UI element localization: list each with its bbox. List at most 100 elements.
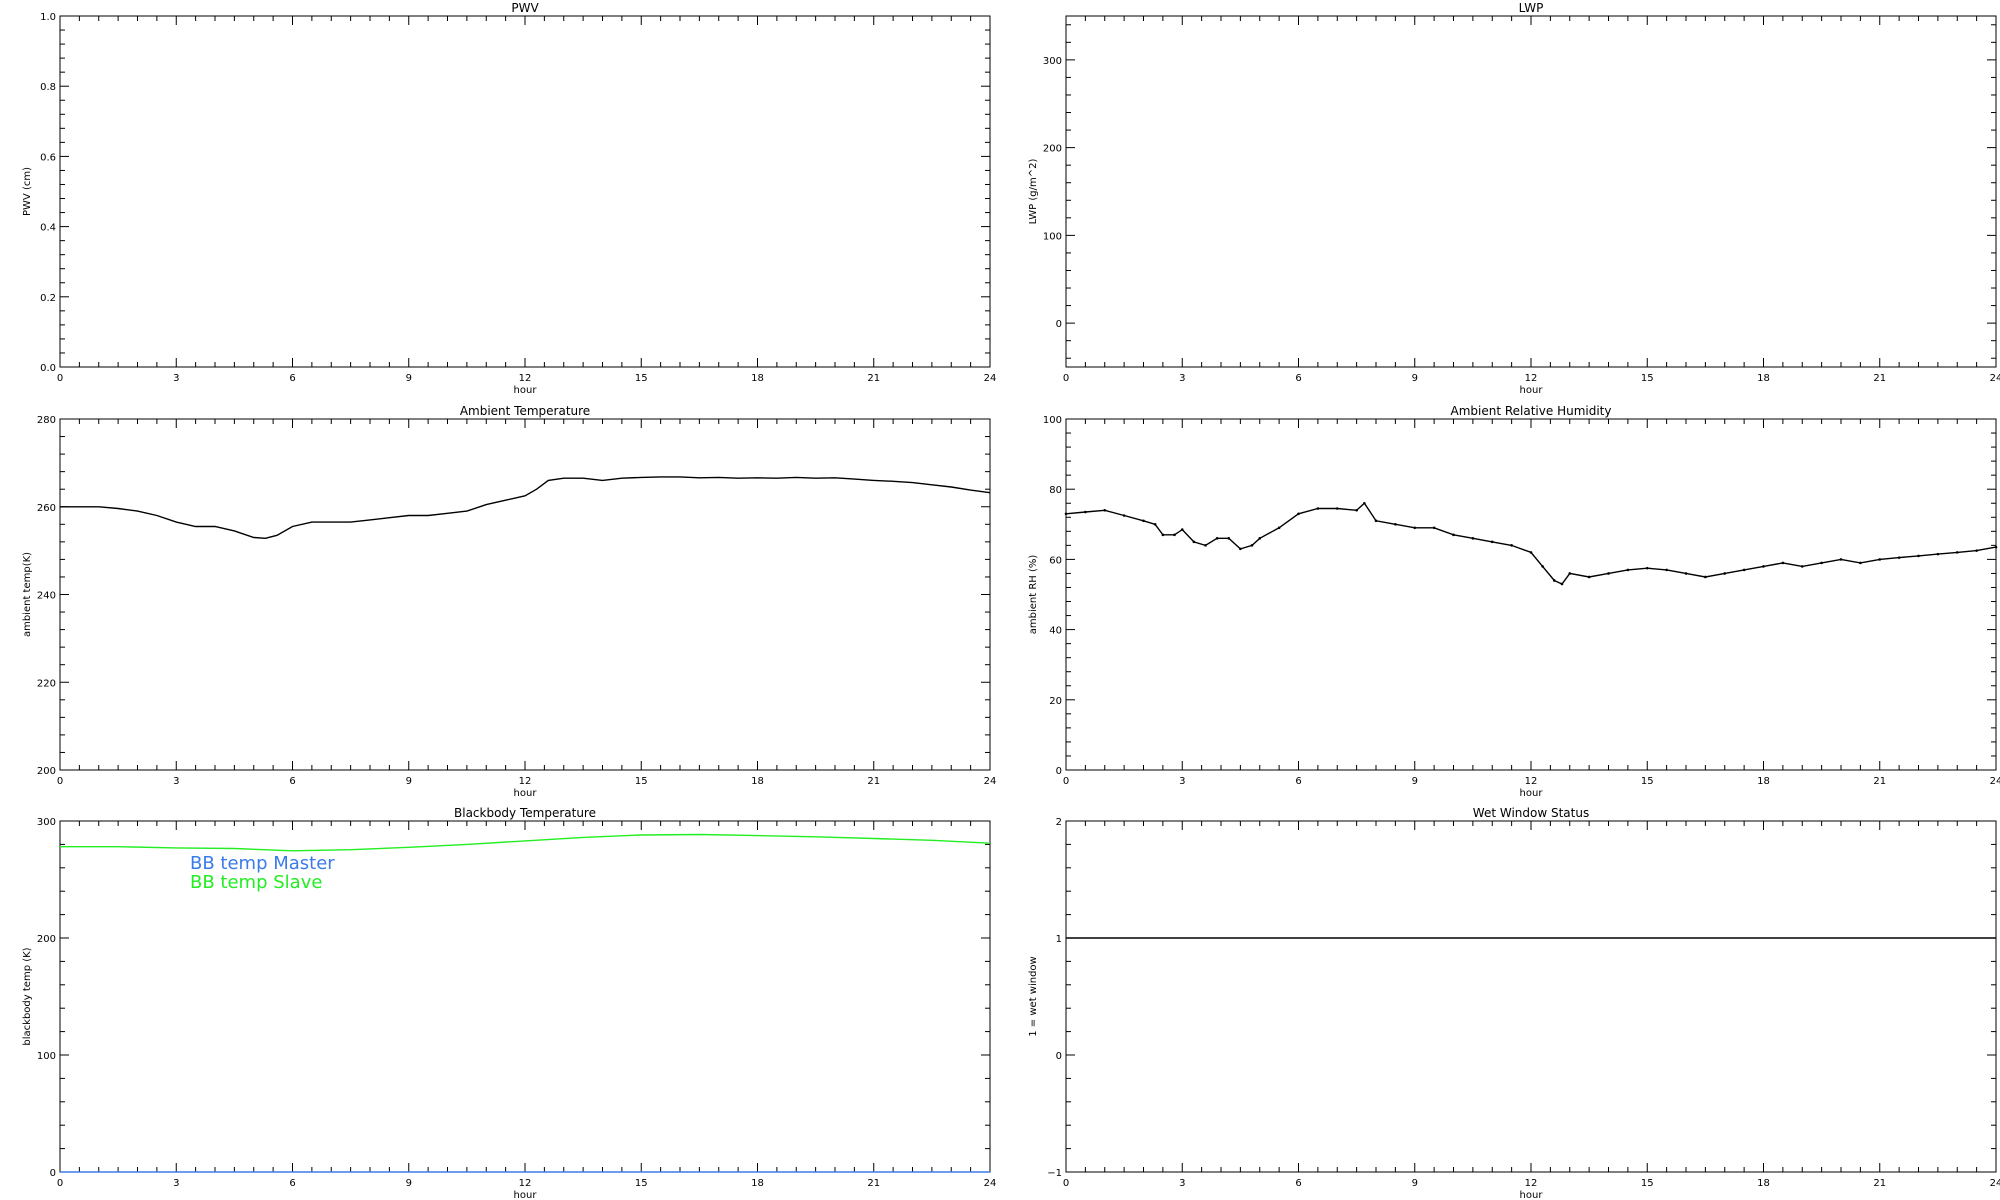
x-tick-label: 3 [173, 776, 179, 787]
data-point [1704, 575, 1707, 579]
x-tick-label: 0 [1063, 776, 1069, 787]
y-tick-label: 1.0 [40, 12, 56, 23]
panel-2: Ambient Temperature 0 3 6 9 12 15 18 21 24 hour 200… [22, 404, 996, 799]
data-point [1471, 537, 1475, 540]
x-tick-label: 6 [1295, 776, 1301, 787]
data-point [1994, 545, 1998, 549]
y-tick-label: 260 [37, 503, 56, 514]
data-point [1800, 565, 1804, 568]
data-point [1142, 519, 1145, 523]
x-tick-label: 18 [751, 1178, 764, 1189]
data-point [1762, 565, 1765, 568]
x-tick-label: 12 [1525, 373, 1538, 384]
y-axis-label: ambient RH (%) [1028, 555, 1039, 635]
y-tick-label: 0 [1056, 766, 1062, 777]
y-tick-label: 80 [1049, 485, 1062, 496]
x-tick-label: 21 [867, 776, 880, 787]
data-point [1552, 579, 1556, 582]
x-axis-label: hour [1520, 385, 1544, 396]
y-tick-label: 0.6 [40, 152, 56, 163]
data-point [1510, 544, 1513, 547]
x-tick-label: 24 [1990, 373, 2000, 384]
x-tick-label: 3 [1179, 776, 1185, 787]
panel-1: LWP 0 3 6 9 12 15 18 21 24 hour 0 100 200 300 LWP (g/m^… [1028, 1, 2000, 396]
plot-frame [59, 418, 991, 771]
data-point [1560, 582, 1564, 586]
y-tick-label: 200 [37, 766, 56, 777]
series-0-line [60, 476, 991, 540]
x-axis-label: hour [1520, 788, 1544, 799]
x-tick-label: 18 [1757, 373, 1770, 384]
x-tick-label: 24 [984, 373, 997, 384]
x-tick-label: 21 [867, 373, 880, 384]
x-tick-label: 18 [1757, 1178, 1770, 1189]
chart-title: Ambient Temperature [460, 404, 590, 418]
y-tick-label: 60 [1049, 555, 1062, 566]
y-tick-label: 0 [1056, 319, 1062, 330]
data-point [1192, 540, 1196, 544]
data-point [1975, 549, 1978, 552]
x-tick-label: 6 [289, 373, 295, 384]
data-point [1452, 533, 1455, 537]
x-tick-label: 18 [751, 776, 764, 787]
x-tick-label: 6 [1295, 373, 1301, 384]
x-tick-label: 9 [1412, 373, 1418, 384]
data-point [1227, 537, 1231, 540]
x-tick-label: 0 [57, 1178, 63, 1189]
data-point [1665, 568, 1668, 572]
data-point [1645, 566, 1649, 570]
data-point [1258, 537, 1262, 540]
data-point [1122, 514, 1126, 517]
x-tick-label: 0 [1063, 373, 1069, 384]
x-tick-label: 15 [635, 1178, 648, 1189]
data-point [1215, 537, 1219, 540]
y-tick-label: 20 [1049, 696, 1062, 707]
plot-frame [1065, 15, 1997, 368]
data-point [1878, 558, 1882, 561]
plot-frame [1065, 820, 1997, 1173]
x-tick-label: 12 [519, 776, 532, 787]
data-point [1587, 575, 1591, 579]
x-tick-label: 9 [1412, 776, 1418, 787]
chart-title: Blackbody Temperature [454, 806, 596, 820]
plot-frame [1065, 418, 1997, 771]
data-point [1355, 508, 1358, 512]
legend-entry: BB temp Master [190, 853, 335, 874]
y-tick-label: 280 [37, 415, 56, 426]
x-tick-label: 21 [867, 1178, 880, 1189]
data-point [1541, 565, 1544, 568]
data-point [1250, 544, 1254, 547]
data-point [1432, 526, 1436, 530]
x-tick-label: 15 [635, 776, 648, 787]
data-point [1859, 561, 1862, 565]
data-point [1173, 533, 1176, 537]
x-tick-label: 15 [635, 373, 648, 384]
x-tick-label: 3 [173, 1178, 179, 1189]
x-tick-label: 24 [1990, 776, 2000, 787]
panel-3: Ambient Relative Humidity 0 3 6 9 12 15 18 21 24 h… [1028, 404, 2000, 799]
y-axis-label: LWP (g/m^2) [1028, 159, 1039, 225]
y-tick-label: 300 [37, 817, 56, 828]
data-point [1607, 572, 1610, 575]
y-tick-label: 240 [37, 591, 56, 602]
y-axis-label: ambient temp(K) [22, 552, 33, 637]
plot-frame [59, 15, 991, 368]
bb-temp-slave-line [60, 833, 991, 852]
x-tick-label: 3 [1179, 373, 1185, 384]
y-axis-label: 1 = wet window [1028, 956, 1039, 1036]
y-tick-label: 100 [37, 1051, 56, 1062]
y-axis-label: blackbody temp (K) [22, 947, 33, 1045]
y-tick-label: 220 [37, 678, 56, 689]
x-tick-label: 6 [1295, 1178, 1301, 1189]
y-tick-label: 0.2 [40, 293, 56, 304]
data-point [1529, 551, 1533, 554]
data-point [1742, 568, 1746, 572]
x-tick-label: 24 [984, 1178, 997, 1189]
data-point [1413, 526, 1417, 530]
data-point [1204, 544, 1207, 547]
data-point [1153, 523, 1157, 526]
data-point [1064, 512, 1068, 516]
panel-0: PWV 0 3 6 9 12 15 18 21 24 hour 0.0 0.2 0.4 0.6 0.8 1.0 P… [22, 1, 996, 396]
